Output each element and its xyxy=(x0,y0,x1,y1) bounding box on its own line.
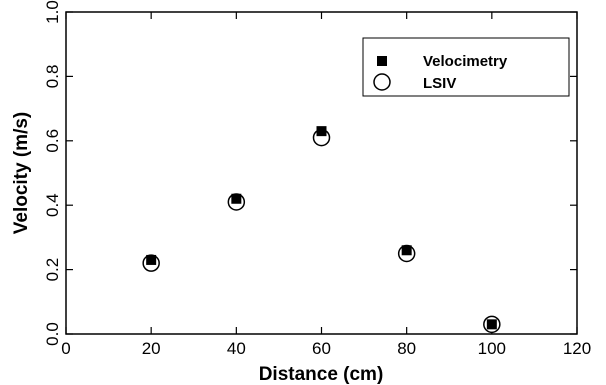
legend-velocimetry-marker xyxy=(377,56,387,66)
x-tick-label: 80 xyxy=(397,339,416,358)
velocimetry-point xyxy=(146,254,157,265)
legend-box xyxy=(362,37,570,97)
y-tick-label: 0.2 xyxy=(43,258,62,282)
legend-velocimetry-label: Velocimetry xyxy=(423,53,508,70)
velocimetry-point xyxy=(401,245,412,256)
legend-lsiv-label: LSIV xyxy=(423,75,456,92)
y-tick-label: 1.0 xyxy=(43,0,62,24)
velocimetry-point xyxy=(486,319,497,330)
y-tick-label: 0.4 xyxy=(43,193,62,217)
legend: Velocimetry LSIV xyxy=(362,37,570,97)
y-tick-label: 0.8 xyxy=(43,65,62,89)
legend-lsiv-marker xyxy=(373,73,391,91)
x-tick-label: 60 xyxy=(312,339,331,358)
x-tick-label: 100 xyxy=(478,339,506,358)
x-axis: 0 20 40 60 80 100 120 xyxy=(61,12,591,358)
x-tick-label: 40 xyxy=(227,339,246,358)
velocimetry-point xyxy=(316,126,327,137)
x-tick-label: 20 xyxy=(142,339,161,358)
x-tick-label: 120 xyxy=(563,339,591,358)
y-tick-label: 0.6 xyxy=(43,129,62,153)
velocimetry-point xyxy=(231,193,242,204)
x-tick-label: 0 xyxy=(61,339,70,358)
y-tick-label: 0.0 xyxy=(43,322,62,346)
x-axis-title: Distance (cm) xyxy=(259,364,384,385)
plot-area xyxy=(142,126,501,334)
y-axis: 0.0 0.2 0.4 0.6 0.8 1.0 xyxy=(43,0,577,346)
y-axis-title: Velocity (m/s) xyxy=(11,112,32,235)
